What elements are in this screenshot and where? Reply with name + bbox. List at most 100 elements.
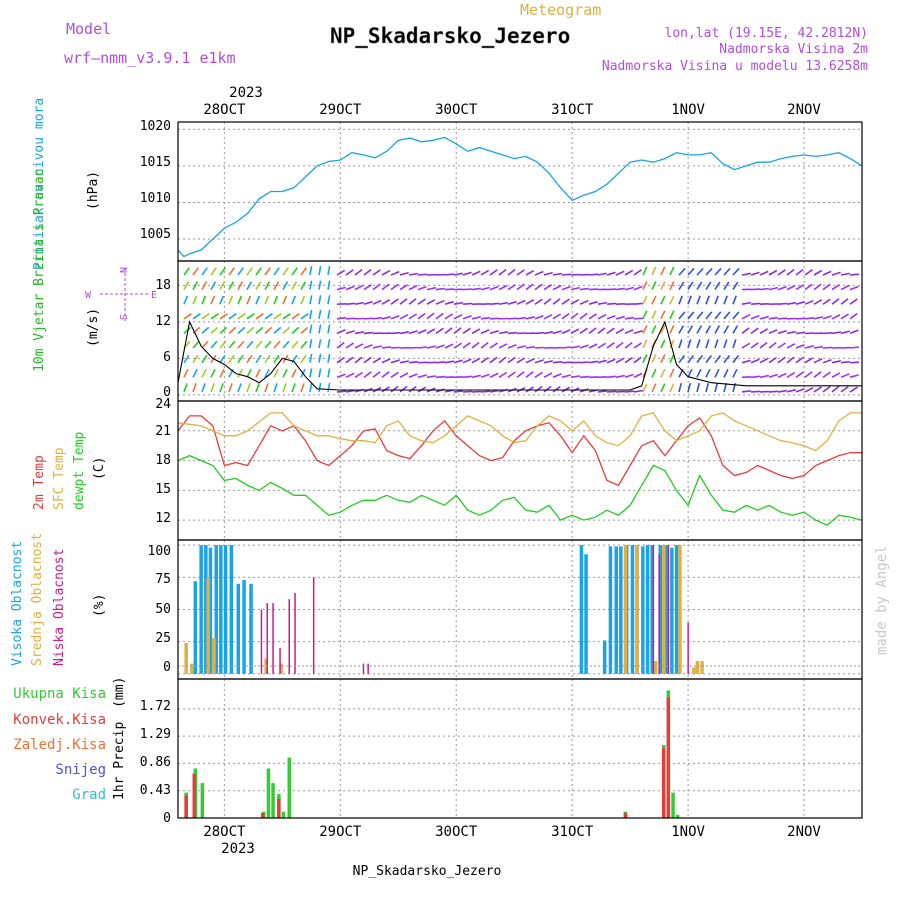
wind-barb bbox=[598, 273, 607, 275]
wind-barb bbox=[562, 375, 571, 377]
wind-barb bbox=[580, 313, 587, 318]
low-cloud-bar bbox=[313, 577, 315, 674]
wind-barb bbox=[346, 286, 354, 289]
wind-barb bbox=[751, 359, 759, 362]
wind-barb bbox=[670, 369, 674, 377]
wind-barb bbox=[814, 317, 823, 319]
wind-barb bbox=[697, 383, 699, 392]
wind-barb bbox=[508, 333, 517, 334]
wind-barb bbox=[292, 268, 297, 275]
wind-barb bbox=[580, 377, 589, 378]
wind-barb bbox=[337, 374, 346, 377]
low-cloud-bar bbox=[367, 664, 369, 674]
wind-barb bbox=[418, 287, 427, 290]
wind-barb bbox=[769, 288, 778, 290]
wind-barb bbox=[544, 273, 553, 275]
wind-barb bbox=[364, 302, 373, 305]
wind-barb bbox=[337, 391, 346, 392]
wind-barb bbox=[409, 286, 417, 290]
wind-barb bbox=[328, 281, 330, 290]
wind-barb bbox=[220, 296, 223, 304]
total-rain-bar bbox=[267, 769, 271, 819]
wind-barb bbox=[544, 373, 552, 377]
wind-barb bbox=[625, 318, 634, 319]
wind-barb bbox=[490, 391, 499, 392]
wind-barb bbox=[436, 328, 443, 333]
wind-barb bbox=[742, 273, 751, 275]
wind-barb bbox=[535, 299, 542, 304]
wind-barb bbox=[346, 343, 354, 348]
high-cloud-bar bbox=[675, 545, 679, 674]
wind-barb bbox=[670, 325, 674, 333]
wind-barb bbox=[355, 270, 362, 276]
wind-barb bbox=[409, 331, 418, 334]
time-tick-label: 1NOV bbox=[671, 102, 705, 118]
wind-barb bbox=[265, 314, 272, 319]
wind-barb bbox=[409, 314, 417, 319]
legend-snow: Snijeg bbox=[55, 762, 106, 778]
wind-barb bbox=[787, 344, 795, 348]
wind-barb bbox=[364, 285, 372, 290]
wind-barb bbox=[715, 356, 720, 363]
wind-barb bbox=[526, 271, 534, 275]
wind-barb bbox=[328, 295, 330, 304]
elevation-station: Nadmorska Visina 2m bbox=[719, 42, 868, 57]
total-rain-bar bbox=[201, 783, 205, 818]
wind-barb bbox=[346, 270, 353, 275]
wind-barb bbox=[733, 312, 739, 319]
wind-barb bbox=[328, 354, 330, 363]
wind-barb bbox=[229, 268, 234, 275]
wind-barb bbox=[247, 296, 250, 304]
wind-barb bbox=[382, 347, 391, 348]
wind-barb bbox=[661, 384, 665, 392]
wind-barb bbox=[580, 289, 589, 290]
wind-barb bbox=[328, 383, 330, 392]
wind-barb bbox=[814, 300, 822, 304]
wind-barb bbox=[742, 303, 751, 305]
wind-barb bbox=[202, 327, 209, 333]
precip-ytick: 0.43 bbox=[140, 783, 171, 798]
wind-barb bbox=[751, 391, 760, 392]
wind-barb bbox=[733, 268, 739, 275]
wind-barb bbox=[778, 287, 787, 290]
wind-barb bbox=[229, 296, 232, 304]
wind-barb bbox=[436, 289, 445, 290]
wind-barb bbox=[202, 383, 205, 392]
precip-bars bbox=[184, 690, 679, 818]
wind-barb bbox=[679, 340, 682, 349]
wind-barb bbox=[715, 312, 721, 319]
wind-barb bbox=[454, 343, 462, 348]
low-cloud-bar bbox=[272, 603, 274, 674]
wind-barb bbox=[382, 359, 390, 363]
wind-barb bbox=[652, 384, 656, 392]
precip-panel: 0 0.43 0.86 1.29 1.72 1hr Precip (mm) Uk… bbox=[13, 677, 862, 826]
wind-ylabel: 10m Vjetar Brzina i Pravac bbox=[32, 169, 47, 373]
wind-barb bbox=[193, 355, 198, 363]
wind-barb bbox=[706, 268, 712, 275]
wind-barb bbox=[364, 318, 373, 319]
pressure-ytick: 1005 bbox=[140, 227, 171, 242]
temp-ytick: 18 bbox=[155, 453, 171, 468]
wind-barb bbox=[409, 348, 418, 349]
wind-barb bbox=[247, 383, 250, 392]
wind-barb bbox=[355, 344, 363, 348]
wind-barb bbox=[625, 375, 634, 378]
wind-barb bbox=[589, 302, 598, 305]
low-cloud-bar bbox=[653, 545, 655, 674]
conv-rain-bar bbox=[667, 697, 671, 818]
wind-barb bbox=[751, 303, 760, 304]
wind-barb bbox=[625, 343, 632, 348]
wind-barb bbox=[607, 343, 614, 348]
wind-barb bbox=[841, 331, 850, 333]
temperature-lines bbox=[178, 413, 862, 525]
year-label-top: 2023 bbox=[229, 85, 263, 101]
wind-barb bbox=[274, 383, 277, 392]
wind-barb bbox=[274, 268, 279, 275]
wind-barb bbox=[247, 341, 253, 348]
wind-barb bbox=[508, 302, 517, 305]
wind-barb bbox=[418, 347, 427, 348]
wind-barb bbox=[697, 340, 700, 349]
wind-barb bbox=[706, 340, 709, 349]
wind-barb bbox=[697, 356, 702, 363]
